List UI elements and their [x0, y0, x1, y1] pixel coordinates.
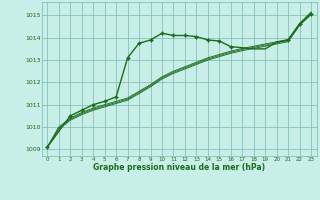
X-axis label: Graphe pression niveau de la mer (hPa): Graphe pression niveau de la mer (hPa) — [93, 163, 265, 172]
